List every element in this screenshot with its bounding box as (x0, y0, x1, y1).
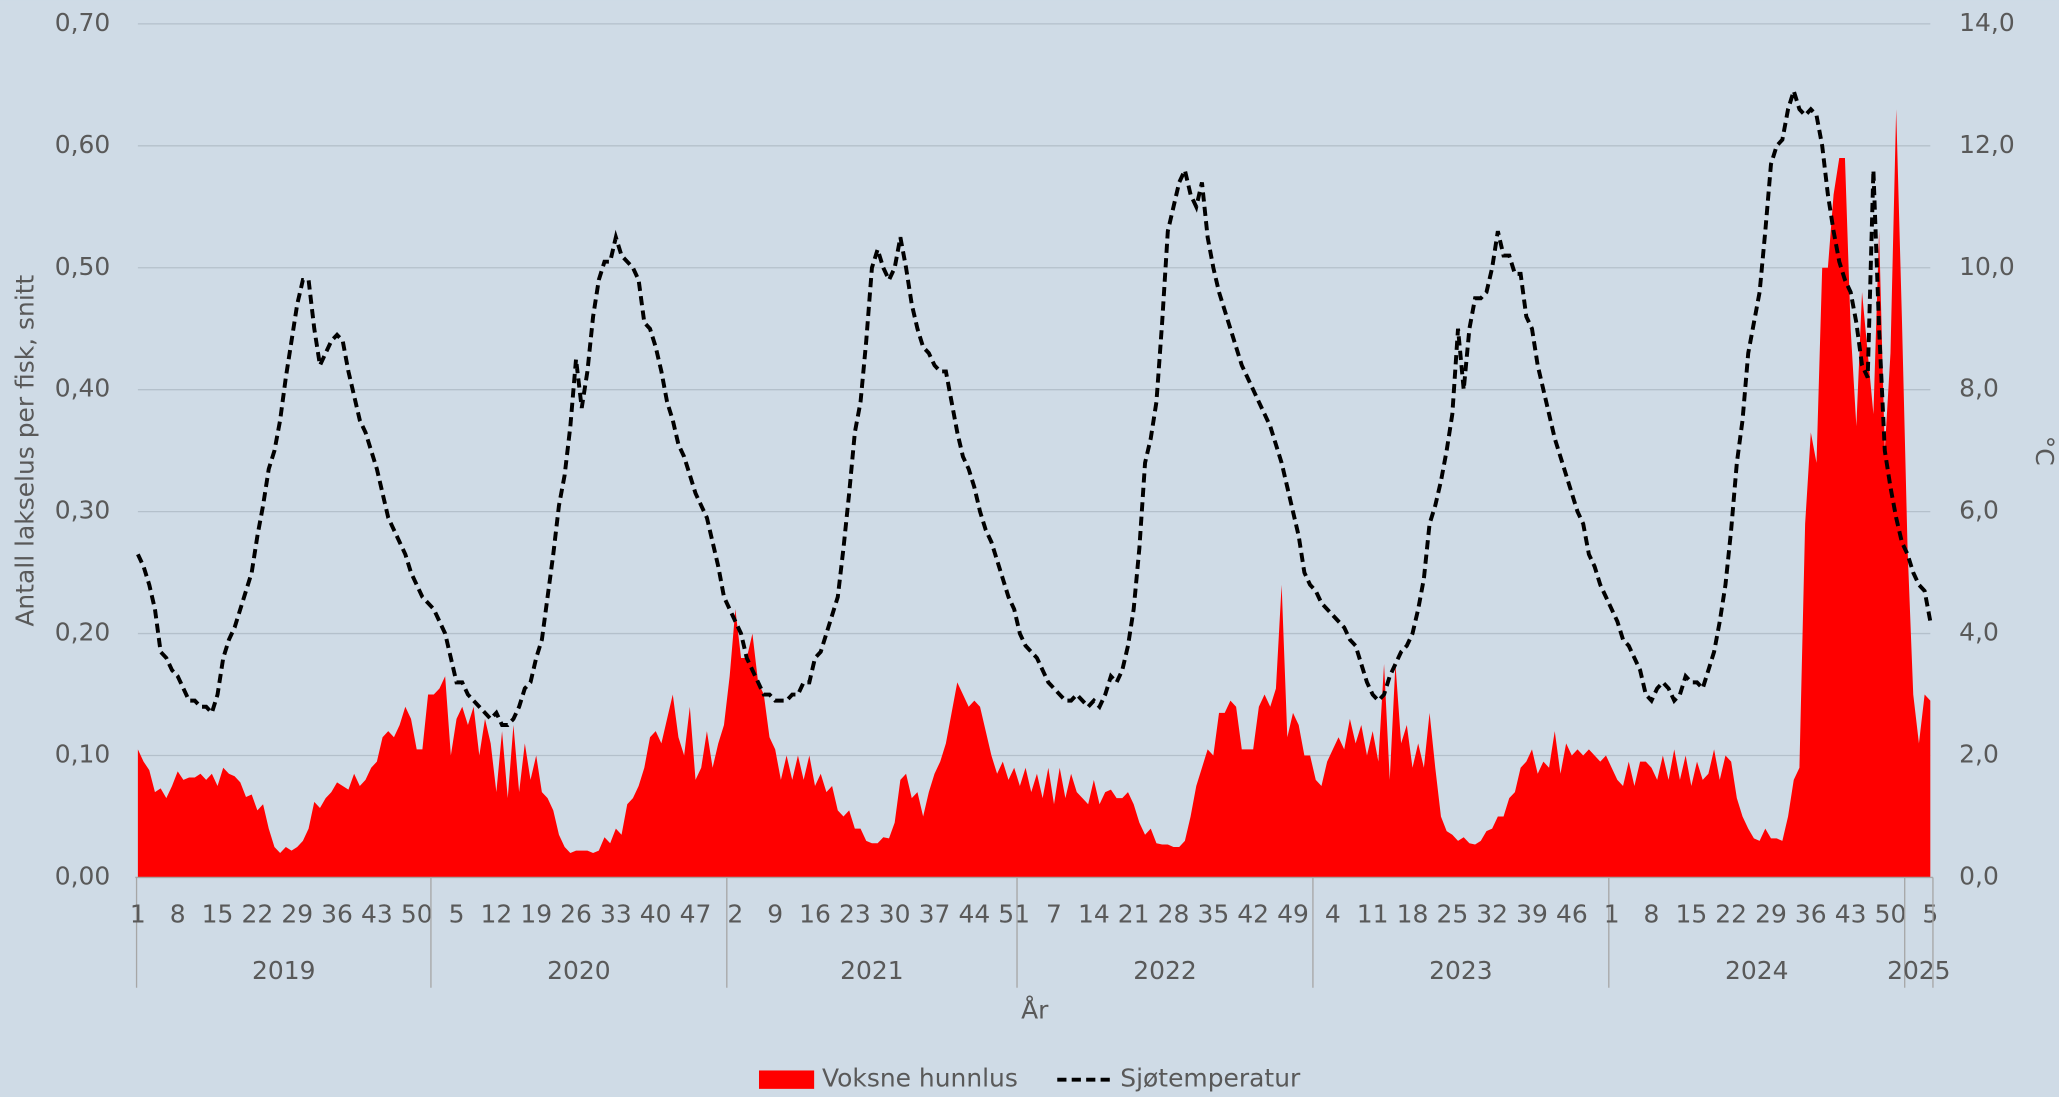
x-tick-label: 44 (958, 900, 990, 929)
x-tick-label: 15 (202, 900, 234, 929)
y-tick-label: 0,50 (55, 252, 111, 281)
y2-tick-label: 14,0 (1959, 8, 2015, 37)
x-tick-label: 18 (1397, 900, 1429, 929)
y2-tick-label: 10,0 (1959, 252, 2015, 281)
x-tick-label: 7 (1046, 900, 1062, 929)
x-tick-label: 22 (242, 900, 274, 929)
x-tick-label: 5 (449, 900, 465, 929)
x-tick-label: 28 (1158, 900, 1190, 929)
x-tick-label: 42 (1237, 900, 1269, 929)
x-tick-label: 8 (170, 900, 186, 929)
x-tick-label: 25 (1436, 900, 1468, 929)
y2-axis-label: °C (2030, 436, 2059, 466)
year-label: 2019 (252, 956, 315, 985)
x-tick-label: 39 (1516, 900, 1548, 929)
x-tick-label: 11 (1357, 900, 1389, 929)
y-tick-label: 0,60 (55, 130, 111, 159)
y-tick-label: 0,30 (55, 496, 111, 525)
y-tick-label: 0,10 (55, 740, 111, 769)
x-tick-label: 43 (361, 900, 393, 929)
x-tick-label: 40 (640, 900, 672, 929)
x-tick-label: 9 (767, 900, 783, 929)
x-tick-label: 8 (1644, 900, 1660, 929)
legend-swatch (758, 1070, 815, 1089)
x-tick-label: 26 (560, 900, 592, 929)
year-label: 2021 (840, 956, 903, 985)
y2-tick-label: 0,0 (1959, 861, 1999, 890)
y2-tick-label: 2,0 (1959, 740, 1999, 769)
x-tick-label: 12 (480, 900, 512, 929)
x-tick-label: 14 (1078, 900, 1110, 929)
legend-label: Voksne hunnlus (822, 1064, 1018, 1093)
x-tick-label: 15 (1675, 900, 1707, 929)
y2-tick-label: 8,0 (1959, 374, 1999, 403)
x-tick-label: 47 (680, 900, 712, 929)
y-axis-label: Antall lakselus per fisk, snitt (10, 274, 39, 626)
x-tick-label: 46 (1556, 900, 1588, 929)
x-tick-label: 23 (839, 900, 871, 929)
year-label: 2023 (1429, 956, 1492, 985)
x-tick-label: 16 (799, 900, 831, 929)
x-tick-label: 49 (1277, 900, 1309, 929)
y-tick-label: 0,70 (55, 8, 111, 37)
y-tick-label: 0,20 (55, 618, 111, 647)
x-tick-label: 29 (281, 900, 313, 929)
x-tick-label: 22 (1715, 900, 1747, 929)
line (136, 84, 1933, 727)
y2-tick-label: 4,0 (1959, 618, 1999, 647)
legend-label: Sjøtemperatur (1120, 1064, 1301, 1093)
x-tick-label: 29 (1755, 900, 1787, 929)
x-tick-label: 43 (1835, 900, 1867, 929)
x-tick-label: 33 (600, 900, 632, 929)
x-tick-label: 4 (1325, 900, 1341, 929)
x-tick-label: 50 (401, 900, 433, 929)
x-tick-label: 30 (879, 900, 911, 929)
x-tick-label: 21 (1118, 900, 1150, 929)
x-tick-label: 50 (1875, 900, 1907, 929)
y-tick-label: 0,40 (55, 374, 111, 403)
x-axis-label: År (1021, 995, 1049, 1024)
year-label: 2020 (547, 956, 610, 985)
x-tick-label: 2 (727, 900, 743, 929)
year-label: 2024 (1725, 956, 1788, 985)
year-label: 2025 (1887, 956, 1950, 985)
x-tick-label: 5 (1922, 900, 1938, 929)
y-tick-label: 0,00 (55, 861, 111, 890)
x-tick-label: 1 (130, 900, 146, 929)
y2-tick-label: 6,0 (1959, 496, 1999, 525)
x-tick-label: 1 (1604, 900, 1620, 929)
x-tick-label: 35 (1197, 900, 1229, 929)
x-tick-label: 19 (520, 900, 552, 929)
year-label: 2022 (1133, 956, 1196, 985)
x-tick-label: 36 (1795, 900, 1827, 929)
x-tick-label: 37 (919, 900, 951, 929)
y2-tick-label: 12,0 (1959, 130, 2015, 159)
x-tick-label: 36 (321, 900, 353, 929)
x-tick-label: 51 (998, 900, 1030, 929)
x-tick-label: 32 (1476, 900, 1508, 929)
